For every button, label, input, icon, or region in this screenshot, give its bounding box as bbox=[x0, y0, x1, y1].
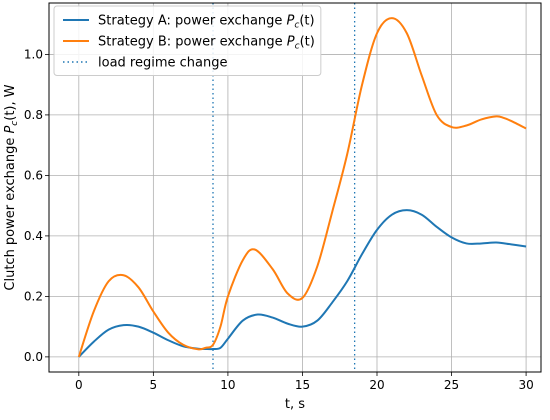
y-tick-label: 0.8 bbox=[24, 108, 43, 122]
legend-item-strategy-a: Strategy A: power exchange Pc(t) bbox=[63, 14, 315, 31]
legend-label-subscript: c bbox=[295, 42, 300, 52]
x-tick-label: 15 bbox=[295, 378, 310, 392]
series-line-strategy-b bbox=[77, 17, 527, 358]
series-lines bbox=[77, 17, 527, 358]
legend-label: Strategy B: power exchange Pc(t) bbox=[98, 35, 315, 52]
legend-label-text: load regime change bbox=[98, 56, 227, 71]
y-axis-label-suffix: (t), W bbox=[3, 84, 18, 121]
y-axis-label-subscript: c bbox=[10, 121, 20, 126]
legend-items: Strategy A: power exchange Pc(t)Strategy… bbox=[63, 14, 315, 71]
y-tick-label: 0.0 bbox=[24, 350, 43, 364]
y-axis-label: Clutch power exchange Pc(t), W bbox=[3, 84, 20, 290]
y-tick-label: 0.4 bbox=[24, 229, 43, 243]
y-tick-label: 0.6 bbox=[24, 168, 43, 182]
series-line-strategy-a bbox=[78, 209, 527, 358]
x-tick-label: 5 bbox=[150, 378, 158, 392]
legend-box bbox=[53, 5, 322, 76]
regime-change-lines bbox=[212, 3, 356, 372]
legend-label-suffix: (t) bbox=[300, 35, 315, 50]
legend: Strategy A: power exchange Pc(t)Strategy… bbox=[53, 5, 322, 76]
x-tick-label: 0 bbox=[75, 378, 83, 392]
x-tick-label: 20 bbox=[369, 378, 384, 392]
legend-label-text: Strategy A: power exchange bbox=[98, 14, 287, 29]
y-tick-label: 1.0 bbox=[24, 47, 43, 61]
y-tick-label: 0.2 bbox=[24, 289, 43, 303]
x-tick-label: 30 bbox=[518, 378, 533, 392]
x-axis-label: t, s bbox=[285, 397, 305, 412]
x-tick-label: 10 bbox=[220, 378, 235, 392]
legend-label-symbol: P bbox=[287, 35, 295, 50]
x-tick-label: 25 bbox=[444, 378, 459, 392]
legend-label-suffix: (t) bbox=[299, 14, 314, 29]
legend-item-strategy-b: Strategy B: power exchange Pc(t) bbox=[63, 35, 315, 52]
axis-ticks: 0 5 10 15 20 25 30 0.0 0.2 0.4 0.6 0.8 1.0 bbox=[24, 47, 534, 392]
plot-frame bbox=[48, 2, 542, 373]
legend-label: Strategy A: power exchange Pc(t) bbox=[98, 14, 315, 31]
legend-label-symbol: P bbox=[287, 14, 295, 29]
y-axis-label-symbol: P bbox=[3, 126, 18, 134]
legend-item-load-regime-change: load regime change bbox=[63, 56, 227, 71]
legend-label-text: Strategy B: power exchange bbox=[98, 35, 287, 50]
y-axis-label-prefix: Clutch power exchange bbox=[3, 134, 18, 291]
legend-label-subscript: c bbox=[294, 21, 299, 31]
legend-label: load regime change bbox=[98, 56, 227, 71]
